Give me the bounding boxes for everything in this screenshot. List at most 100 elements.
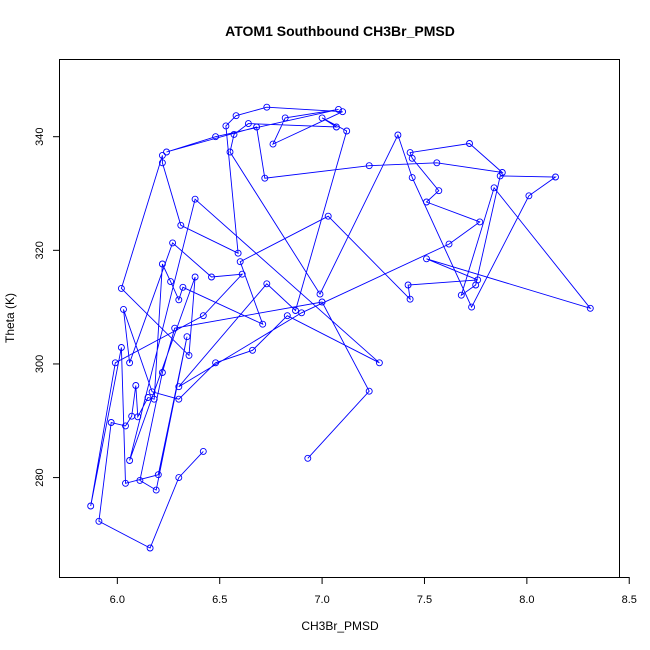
data-point — [226, 148, 234, 156]
data-point — [466, 140, 473, 147]
data-point — [283, 312, 291, 320]
data-point — [365, 387, 373, 395]
data-point — [212, 359, 220, 367]
data-point — [175, 383, 183, 391]
data-point — [236, 258, 244, 266]
data-point — [304, 454, 312, 462]
data-point — [552, 173, 559, 181]
data-point — [445, 240, 453, 248]
data-point — [183, 333, 191, 341]
data-point — [394, 131, 402, 139]
data-point — [222, 122, 230, 130]
data-point — [175, 395, 183, 403]
x-tick-label: 7.5 — [417, 594, 432, 606]
data-point — [199, 312, 207, 320]
data-point — [339, 108, 347, 116]
data-point — [158, 369, 166, 376]
data-point — [365, 162, 373, 170]
data-point — [468, 303, 476, 311]
data-point — [120, 305, 127, 313]
data-point — [132, 382, 140, 389]
data-point — [269, 140, 277, 148]
data-point — [318, 114, 326, 122]
data-point — [423, 198, 430, 206]
data-point — [261, 174, 269, 182]
data-point — [152, 486, 160, 494]
data-point — [408, 174, 416, 182]
data-point — [375, 359, 383, 367]
data-point — [107, 419, 115, 426]
data-point — [263, 103, 271, 111]
data-point — [87, 502, 95, 510]
data-point — [406, 295, 414, 303]
data-point — [423, 255, 430, 263]
y-tick-label: 280 — [34, 468, 46, 486]
data-point — [292, 307, 299, 314]
data-point — [167, 278, 175, 286]
series-line — [90, 106, 592, 549]
data-point — [408, 154, 416, 162]
data-point — [316, 290, 324, 298]
data-point — [435, 187, 443, 195]
data-point — [158, 159, 166, 167]
data-point — [234, 249, 242, 257]
data-point — [175, 474, 183, 482]
data-point — [298, 309, 306, 317]
data-point — [249, 346, 256, 354]
data-point — [150, 395, 158, 403]
data-point — [498, 169, 506, 176]
data-point — [318, 298, 326, 306]
data-point — [122, 479, 129, 487]
data-point — [335, 105, 342, 113]
data-point — [232, 112, 240, 120]
y-axis: 280 300 320 340 — [34, 128, 60, 487]
data-point — [185, 351, 193, 359]
data-point — [191, 273, 199, 281]
data-point — [146, 544, 154, 552]
data-point — [324, 212, 332, 220]
data-point — [208, 273, 215, 281]
data-point — [253, 123, 261, 131]
x-tick-label: 7.0 — [314, 594, 329, 606]
data-point — [199, 447, 207, 455]
data-point — [122, 422, 129, 430]
data-point — [177, 221, 185, 229]
data-point — [175, 296, 183, 304]
data-point — [586, 304, 594, 312]
data-point — [95, 517, 103, 525]
y-axis-label: Theta (K) — [3, 293, 17, 343]
x-tick-label: 8.5 — [622, 594, 637, 606]
data-point — [111, 359, 119, 367]
data-point — [163, 148, 170, 156]
data-point — [281, 114, 289, 122]
data-point — [158, 260, 166, 268]
data-series — [87, 103, 594, 552]
data-point — [404, 281, 412, 289]
data-point — [169, 239, 177, 247]
y-tick-label: 340 — [34, 128, 46, 146]
data-point — [230, 130, 238, 138]
data-point — [332, 123, 340, 131]
data-point — [474, 276, 482, 284]
x-tick-label: 6.0 — [110, 594, 125, 606]
data-point — [148, 388, 156, 396]
y-tick-label: 320 — [34, 241, 46, 259]
data-point — [128, 412, 136, 420]
data-point — [144, 394, 152, 401]
data-point — [126, 359, 134, 367]
data-point — [433, 159, 441, 167]
data-point — [238, 270, 246, 278]
data-point — [343, 127, 351, 135]
data-point — [490, 184, 498, 192]
x-tick-label: 6.5 — [212, 594, 227, 606]
data-point — [117, 344, 125, 351]
data-point — [476, 218, 484, 226]
data-point — [179, 283, 187, 291]
x-axis: 6.0 6.5 7.0 7.5 8.0 8.5 — [110, 577, 637, 606]
y-tick-label: 300 — [34, 355, 46, 373]
data-point — [171, 324, 179, 332]
data-point — [136, 476, 144, 484]
data-point — [154, 471, 162, 479]
x-axis-label: CH3Br_PMSD — [301, 619, 379, 633]
